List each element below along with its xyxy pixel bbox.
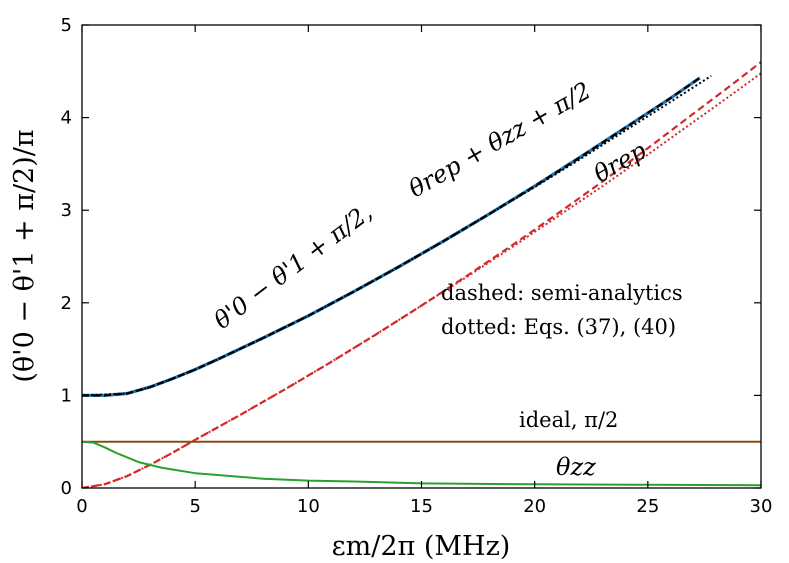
y-tick-label: 1 — [61, 385, 72, 406]
legend-dotted: dotted: Eqs. (37), (40) — [441, 315, 676, 339]
y-tick-label: 5 — [61, 15, 72, 36]
annotation-theta-zz: θzz — [556, 453, 596, 481]
x-tick-label: 5 — [189, 496, 200, 517]
x-tick-label: 30 — [750, 496, 773, 517]
series-line-0-0-1-2-full — [82, 76, 701, 397]
y-tick-label: 4 — [61, 108, 72, 129]
x-tick-label: 20 — [523, 496, 546, 517]
series-line-2-rep-zz-2-eqs-37-40 — [82, 75, 712, 397]
series-line-1-rep-zz-2-semi-analytics — [82, 76, 701, 397]
annotation-full-curve-left: θ'0 − θ'1 + π/2, — [209, 198, 378, 335]
plot-frame — [81, 24, 762, 489]
x-tick-label: 10 — [297, 496, 320, 517]
x-axis-label: εm/2π (MHz) — [332, 531, 511, 562]
annotation-ideal: ideal, π/2 — [519, 408, 618, 432]
y-tick-label: 3 — [61, 200, 72, 221]
x-tick-label: 0 — [76, 496, 87, 517]
series-line-6-zz — [82, 440, 761, 487]
annotation-full-curve-right: θrep + θzz + π/2 — [404, 76, 596, 203]
ticks-layer: 0 5 10 15 20 25 30 0 1 2 3 4 5 — [61, 15, 773, 517]
y-tick-label: 0 — [61, 478, 72, 499]
y-tick-label: 2 — [61, 293, 72, 314]
y-axis-label: (θ'0 − θ'1 + π/2)/π — [9, 129, 40, 382]
x-tick-label: 25 — [636, 496, 659, 517]
x-tick-label: 15 — [410, 496, 433, 517]
series-layer — [82, 61, 761, 488]
series-line-3-rep-semi-analytics — [82, 61, 761, 488]
legend-dashed: dashed: semi-analytics — [441, 281, 683, 305]
